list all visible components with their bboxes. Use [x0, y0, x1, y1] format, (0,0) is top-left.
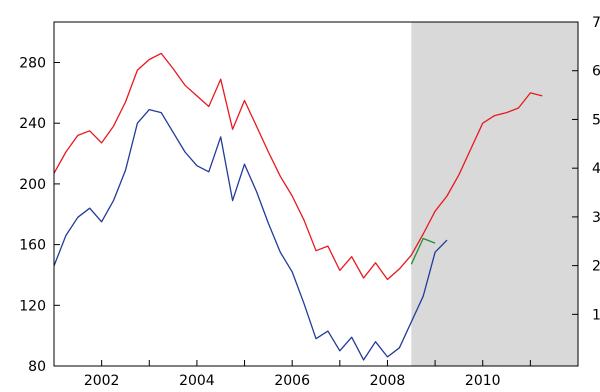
x-axis: 2002 2004 2006 2008 2010: [53, 360, 579, 389]
right-tick-label: 2: [592, 259, 600, 275]
series-lines: [53, 52, 543, 361]
x-tick-label: 2006: [274, 373, 310, 389]
x-tick-label: 2008: [370, 373, 406, 389]
right-tick-label: 4: [592, 161, 600, 177]
right-tick-label: 6: [592, 64, 600, 80]
right-axis: 1 2 3 4 5 6 7: [572, 15, 600, 323]
left-tick-label: 280: [19, 56, 46, 72]
plot-frame: [53, 21, 579, 367]
series-line-2: [53, 108, 448, 361]
x-tick-label: 2004: [179, 373, 215, 389]
left-tick-label: 160: [19, 238, 46, 254]
right-tick-label: 1: [592, 307, 600, 323]
right-tick-label: 5: [592, 112, 600, 128]
left-tick-label: 200: [19, 177, 46, 193]
shaded-region: [411, 22, 578, 366]
x-tick-label: 2010: [465, 373, 501, 389]
left-tick-label: 80: [28, 359, 46, 375]
left-axis: 80 120 160 200 240 280: [19, 56, 60, 375]
right-tick-label: 7: [592, 15, 600, 31]
right-tick-label: 3: [592, 210, 600, 226]
series-line-3: [410, 237, 436, 265]
x-tick-label: 2002: [84, 373, 120, 389]
left-tick-label: 240: [19, 116, 46, 132]
series-line-1: [53, 52, 543, 281]
left-tick-label: 120: [19, 298, 46, 314]
